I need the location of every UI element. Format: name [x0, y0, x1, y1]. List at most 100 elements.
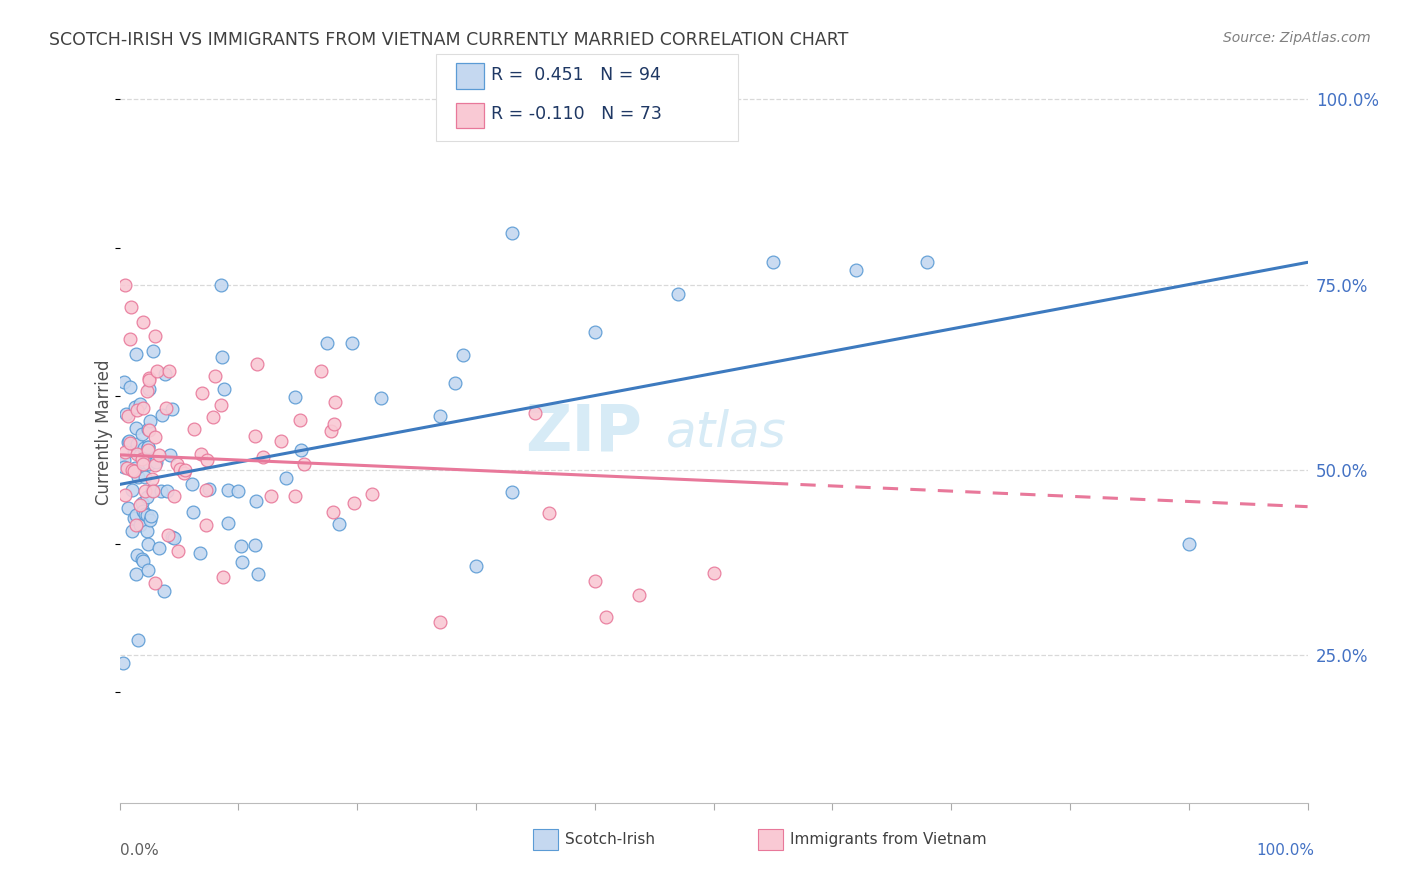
Point	[211, 350, 233, 364]
Point	[138, 382, 160, 396]
Point	[209, 277, 232, 292]
Point	[174, 463, 197, 477]
Point	[583, 326, 606, 340]
Point	[128, 498, 150, 512]
Point	[160, 530, 183, 544]
Point	[115, 461, 138, 475]
Y-axis label: Currently Married: Currently Married	[94, 359, 112, 506]
Point	[270, 434, 292, 449]
Point	[309, 364, 332, 378]
Point	[143, 430, 166, 444]
Point	[118, 436, 141, 450]
Point	[112, 459, 135, 474]
Point	[118, 380, 141, 394]
Point	[315, 335, 337, 350]
Point	[159, 448, 181, 462]
Point	[163, 490, 186, 504]
Point	[340, 336, 363, 351]
Point	[323, 417, 346, 431]
Point	[252, 450, 274, 464]
Point	[762, 255, 785, 269]
Point	[153, 367, 176, 381]
Point	[290, 443, 312, 458]
Point	[114, 277, 136, 292]
Point	[125, 436, 148, 450]
Point	[246, 357, 269, 371]
Point	[117, 500, 139, 515]
Point	[132, 458, 155, 472]
Point	[127, 469, 149, 483]
Text: 100.0%: 100.0%	[1257, 843, 1315, 858]
Text: Immigrants from Vietnam: Immigrants from Vietnam	[790, 832, 987, 847]
Point	[136, 490, 159, 504]
Point	[132, 315, 155, 329]
Point	[194, 483, 217, 497]
Point	[323, 395, 346, 409]
Point	[284, 489, 307, 503]
Text: R =  0.451   N = 94: R = 0.451 N = 94	[491, 66, 661, 84]
Point	[217, 516, 239, 530]
Point	[131, 426, 153, 441]
Text: Source: ZipAtlas.com: Source: ZipAtlas.com	[1223, 31, 1371, 45]
Point	[124, 464, 146, 478]
Point	[231, 539, 253, 553]
Text: 0.0%: 0.0%	[120, 843, 159, 858]
Point	[129, 448, 152, 462]
Point	[136, 440, 159, 454]
Point	[166, 543, 188, 558]
Point	[142, 484, 165, 499]
Point	[260, 489, 283, 503]
Point	[209, 398, 232, 412]
Point	[138, 458, 160, 472]
Point	[288, 413, 311, 427]
Point	[117, 435, 139, 450]
Point	[150, 408, 173, 422]
Point	[360, 487, 382, 501]
Point	[125, 566, 148, 581]
Point	[132, 454, 155, 468]
Point	[125, 447, 148, 461]
Point	[136, 537, 159, 551]
Point	[131, 551, 153, 566]
Point	[143, 329, 166, 343]
Point	[136, 384, 159, 399]
Point	[159, 364, 181, 378]
Point	[138, 414, 160, 428]
Point	[319, 424, 342, 438]
Point	[845, 262, 868, 277]
Point	[917, 255, 939, 269]
Point	[114, 445, 136, 459]
Point	[120, 300, 142, 314]
Point	[666, 287, 689, 301]
Point	[145, 455, 167, 469]
Point	[148, 541, 170, 555]
Point	[134, 441, 156, 455]
Point	[120, 332, 142, 346]
Point	[112, 453, 135, 467]
Point	[191, 386, 214, 401]
Point	[328, 517, 350, 532]
Point	[583, 574, 606, 588]
Point	[134, 470, 156, 484]
Point	[155, 484, 177, 499]
Point	[129, 397, 152, 411]
Point	[322, 505, 344, 519]
Point	[139, 513, 162, 527]
Point	[127, 633, 149, 648]
Point	[124, 508, 146, 523]
Point	[125, 548, 148, 562]
Point	[139, 509, 162, 524]
Point	[501, 484, 523, 499]
Point	[131, 496, 153, 510]
Point	[112, 375, 135, 389]
Point	[132, 401, 155, 415]
Point	[243, 538, 266, 552]
Point	[429, 409, 451, 423]
Point	[135, 524, 157, 539]
Point	[114, 487, 136, 501]
Point	[194, 518, 217, 533]
Point	[444, 376, 467, 391]
Point	[204, 369, 226, 384]
Point	[1178, 537, 1201, 551]
Point	[134, 483, 156, 498]
